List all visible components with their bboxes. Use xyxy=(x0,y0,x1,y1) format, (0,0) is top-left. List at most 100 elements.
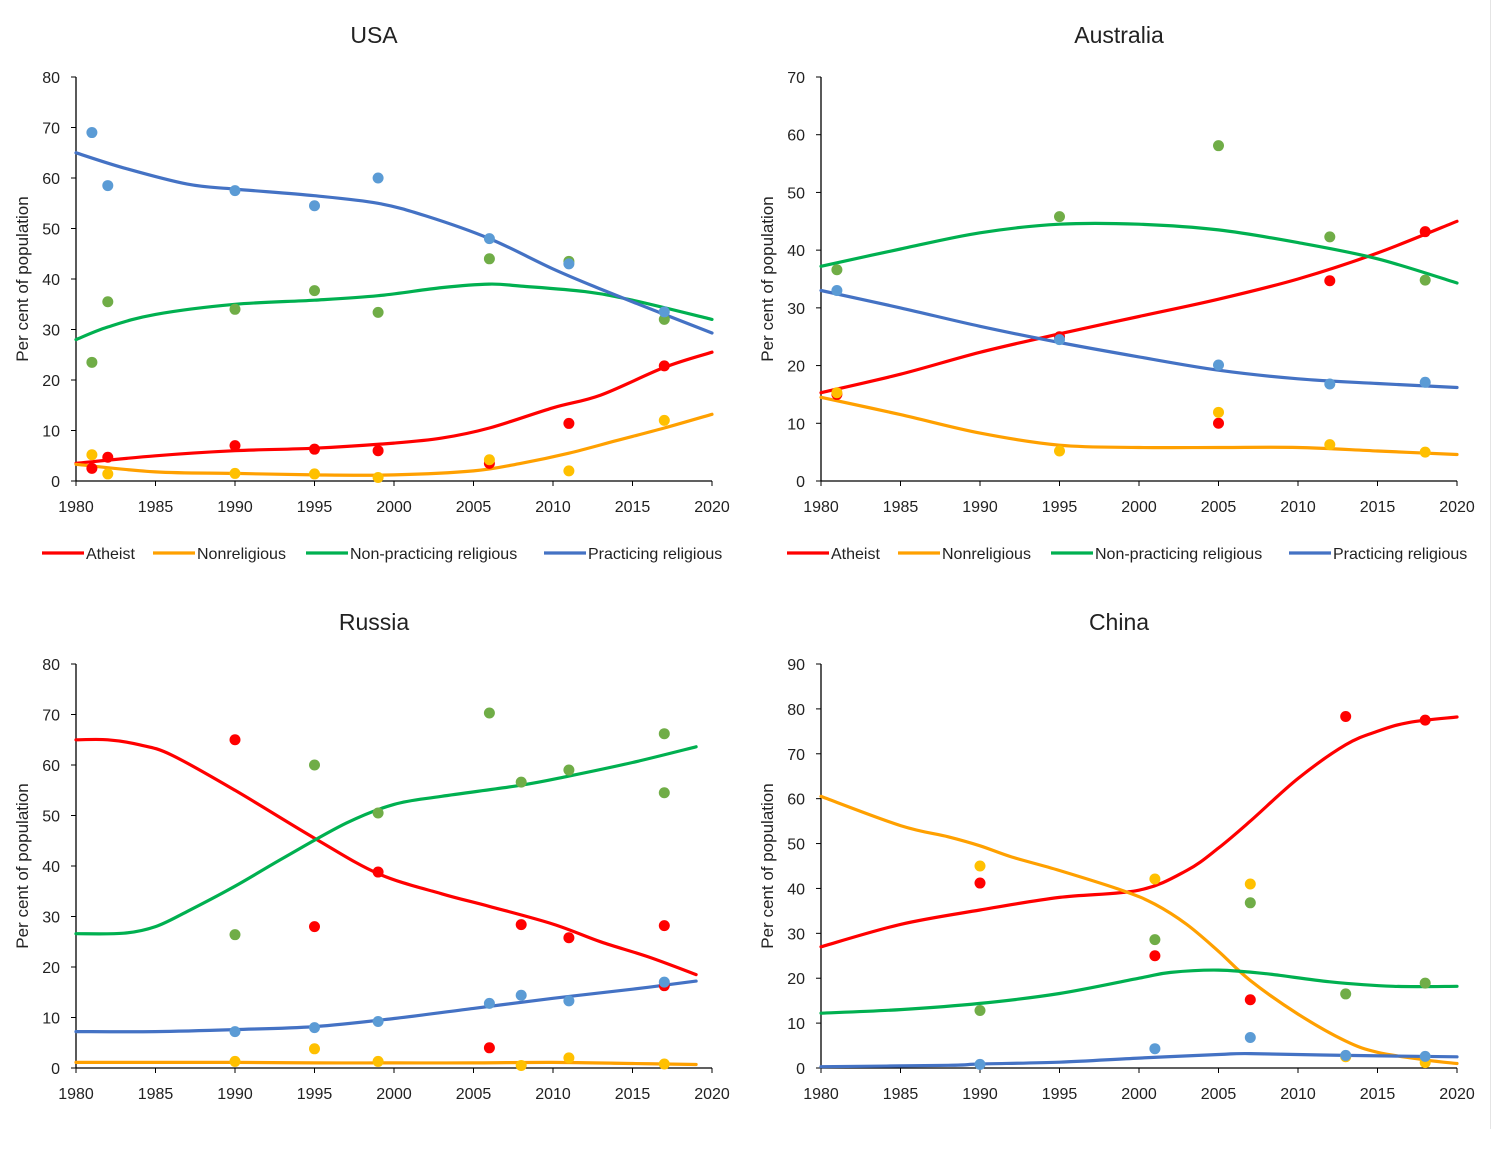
legend-label-nonreligious: Nonreligious xyxy=(197,546,286,563)
legend-label-practicing-religious: Practicing religious xyxy=(588,546,722,563)
data-point-practicing-religious xyxy=(372,172,384,184)
y-tick-label: 80 xyxy=(42,657,60,674)
x-tick-label: 1985 xyxy=(138,499,174,516)
trend-line-practicing-religious xyxy=(74,151,714,335)
data-point-practicing-religious xyxy=(1419,376,1431,388)
trend-line-atheist xyxy=(819,715,1459,949)
data-point-nonreligious xyxy=(1054,445,1065,457)
data-point-practicing-religious xyxy=(483,997,495,1009)
data-point-atheist xyxy=(372,445,384,457)
data-point-nonreligious xyxy=(229,1055,241,1067)
chart-russia: Russia Per cent of population 0 10 20 30 40 50 6… xyxy=(0,587,746,1174)
data-point-atheist xyxy=(658,920,670,932)
y-tick-label: 30 xyxy=(787,301,805,318)
data-point-practicing-religious xyxy=(86,127,98,139)
data-point-non-practicing-religious xyxy=(372,807,384,819)
data-point-nonreligious xyxy=(372,1055,384,1067)
data-point-atheist xyxy=(1213,417,1224,429)
data-point-nonreligious xyxy=(831,387,843,399)
frame-border xyxy=(1490,0,1491,1129)
data-point-atheist xyxy=(229,440,241,452)
data-point-non-practicing-religious xyxy=(372,306,384,318)
data-point-non-practicing-religious xyxy=(1419,274,1431,286)
data-point-nonreligious xyxy=(1324,439,1336,451)
data-point-non-practicing-religious xyxy=(102,296,114,308)
y-tick-label: 0 xyxy=(796,474,805,491)
data-point-non-practicing-religious xyxy=(1054,211,1065,223)
data-point-non-practicing-religious xyxy=(309,759,320,771)
trend-line-practicing-religious xyxy=(819,288,1459,390)
data-point-non-practicing-religious xyxy=(658,787,670,799)
x-tick-label: 2000 xyxy=(1121,499,1157,516)
y-tick-label: 0 xyxy=(51,474,60,491)
y-tick-label: 90 xyxy=(787,657,805,674)
legend: Atheist Nonreligious Non-practicing religi… xyxy=(787,546,1467,563)
data-point-non-practicing-religious xyxy=(483,707,495,719)
x-tick-label: 2005 xyxy=(456,499,492,516)
data-point-non-practicing-religious xyxy=(309,285,320,297)
x-tick-label: 2020 xyxy=(1439,1086,1475,1103)
chart-title: China xyxy=(1089,609,1149,635)
data-point-nonreligious xyxy=(102,468,114,480)
data-point-non-practicing-religious xyxy=(229,303,241,315)
x-tick-label: 1990 xyxy=(217,499,253,516)
data-point-practicing-religious xyxy=(1149,1043,1161,1055)
data-point-nonreligious xyxy=(1213,406,1224,418)
x-tick-label: 1985 xyxy=(883,499,919,516)
x-tick-label: 2000 xyxy=(376,1086,412,1103)
x-tick-label: 2010 xyxy=(1280,1086,1316,1103)
x-tick-label: 2015 xyxy=(1360,499,1396,516)
x-tick-label: 1995 xyxy=(297,1086,333,1103)
data-point-atheist xyxy=(563,417,575,429)
legend-label-non-practicing-religious: Non-practicing religious xyxy=(350,546,517,563)
data-point-practicing-religious xyxy=(229,185,241,197)
y-tick-label: 50 xyxy=(42,222,60,239)
data-point-nonreligious xyxy=(309,1043,320,1055)
data-point-nonreligious xyxy=(515,1059,527,1071)
x-tick-label: 1995 xyxy=(1042,1086,1078,1103)
y-tick-label: 20 xyxy=(42,373,60,390)
y-tick-label: 30 xyxy=(42,323,60,340)
data-point-nonreligious xyxy=(483,454,495,466)
trend-line-atheist xyxy=(74,737,698,977)
data-point-atheist xyxy=(309,921,320,933)
y-tick-label: 80 xyxy=(787,702,805,719)
x-tick-label: 2020 xyxy=(1439,499,1475,516)
y-tick-label: 60 xyxy=(42,758,60,775)
trend-line-practicing-religious xyxy=(74,979,698,1034)
data-point-practicing-religious xyxy=(483,233,495,245)
data-point-atheist xyxy=(515,919,527,931)
y-tick-label: 50 xyxy=(42,809,60,826)
y-tick-label: 70 xyxy=(787,747,805,764)
y-axis-label: Per cent of population xyxy=(13,196,32,361)
data-point-nonreligious xyxy=(563,1052,575,1064)
x-tick-label: 1980 xyxy=(58,499,94,516)
data-point-non-practicing-religious xyxy=(1244,897,1256,909)
y-tick-label: 60 xyxy=(787,792,805,809)
y-tick-label: 70 xyxy=(787,70,805,87)
legend-label-practicing-religious: Practicing religious xyxy=(1333,546,1467,563)
data-point-nonreligious xyxy=(86,449,98,461)
y-tick-label: 60 xyxy=(42,171,60,188)
legend-label-atheist: Atheist xyxy=(831,546,880,563)
y-axis-label: Per cent of population xyxy=(758,783,777,948)
trend-line-non-practicing-religious xyxy=(819,968,1459,1015)
x-tick-label: 1980 xyxy=(58,1086,94,1103)
y-tick-label: 0 xyxy=(796,1061,805,1078)
trend-line-non-practicing-religious xyxy=(74,745,698,936)
data-point-nonreligious xyxy=(658,1058,670,1070)
legend-label-nonreligious: Nonreligious xyxy=(942,546,1031,563)
chart-title: USA xyxy=(350,22,398,48)
y-tick-label: 30 xyxy=(42,910,60,927)
y-tick-label: 40 xyxy=(42,859,60,876)
x-tick-label: 1990 xyxy=(962,499,998,516)
data-point-atheist xyxy=(102,451,114,463)
data-point-practicing-religious xyxy=(563,258,575,270)
data-point-non-practicing-religious xyxy=(831,264,843,276)
chart-australia: Australia Per cent of population 0 10 20 30 40… xyxy=(746,0,1492,587)
data-point-non-practicing-religious xyxy=(1340,988,1352,1000)
data-point-non-practicing-religious xyxy=(658,313,670,325)
y-tick-label: 80 xyxy=(42,70,60,87)
data-point-atheist xyxy=(309,443,320,455)
data-point-atheist xyxy=(86,462,98,474)
